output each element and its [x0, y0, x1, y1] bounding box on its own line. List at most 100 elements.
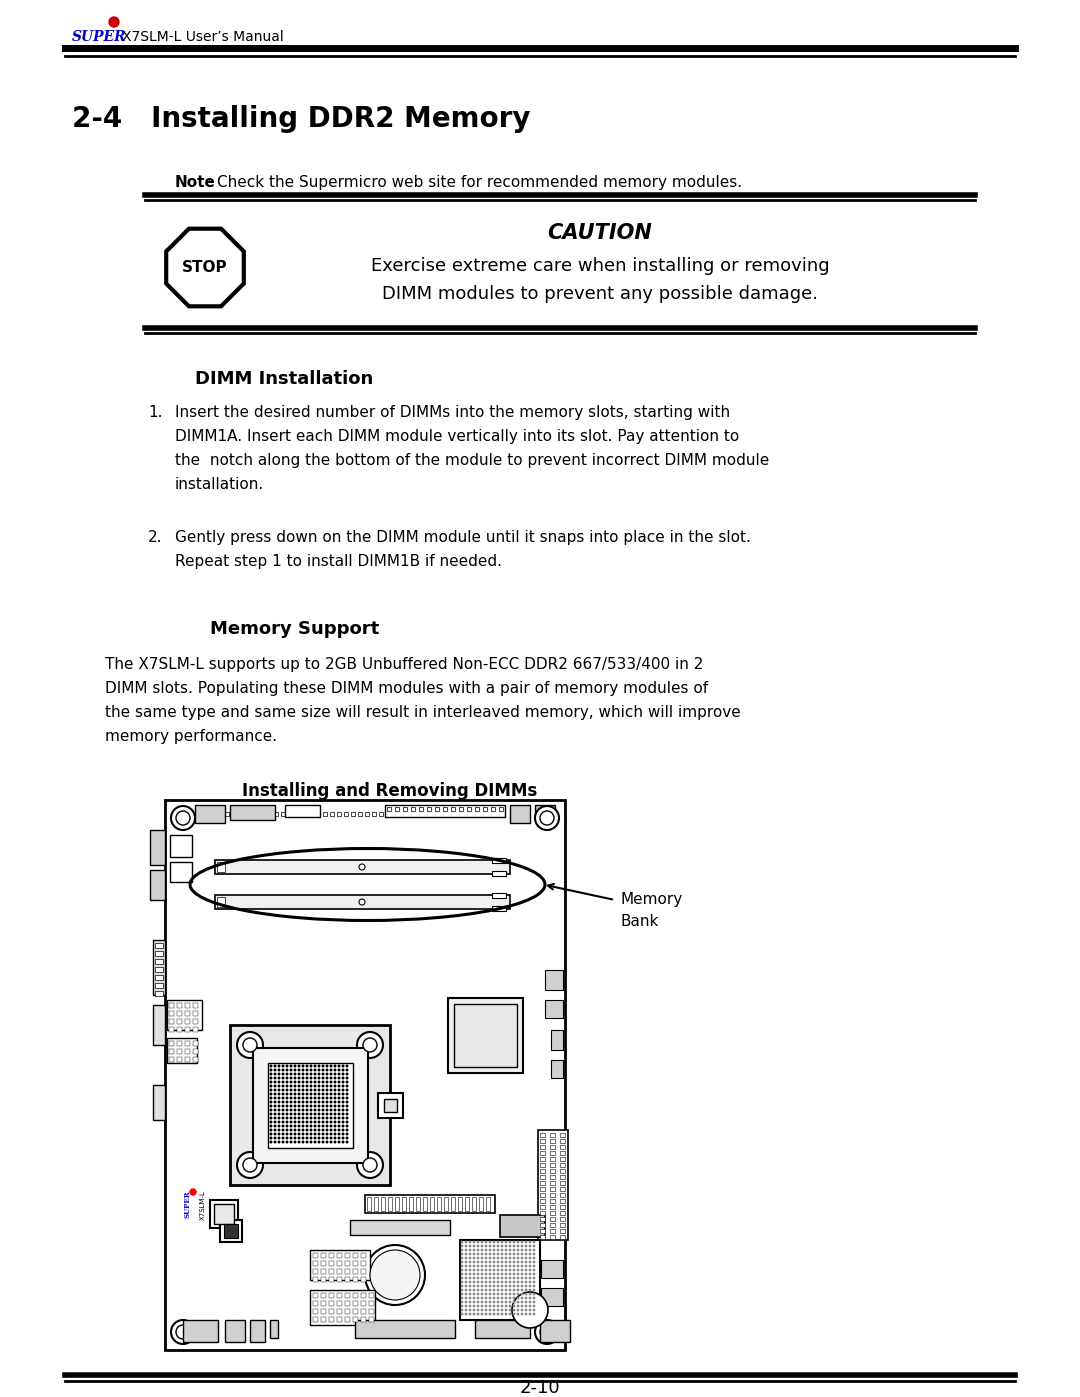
- Circle shape: [310, 1109, 312, 1111]
- Circle shape: [522, 1242, 523, 1243]
- Circle shape: [342, 1105, 343, 1106]
- Bar: [395, 807, 399, 812]
- Bar: [449, 812, 453, 816]
- Circle shape: [497, 1301, 499, 1302]
- Circle shape: [294, 1077, 296, 1078]
- Bar: [465, 1197, 469, 1211]
- Circle shape: [497, 1313, 499, 1315]
- Circle shape: [171, 806, 195, 830]
- Bar: [150, 870, 165, 900]
- Circle shape: [510, 1309, 511, 1310]
- Circle shape: [330, 1113, 332, 1115]
- Circle shape: [334, 1109, 336, 1111]
- Circle shape: [513, 1313, 515, 1315]
- Circle shape: [477, 1285, 478, 1287]
- Bar: [361, 1268, 366, 1274]
- Text: DIMM Installation: DIMM Installation: [195, 370, 374, 388]
- Bar: [550, 1157, 555, 1161]
- Circle shape: [334, 1077, 336, 1078]
- Circle shape: [505, 1294, 507, 1295]
- Circle shape: [517, 1245, 518, 1246]
- Bar: [230, 805, 275, 820]
- Circle shape: [473, 1313, 475, 1315]
- Circle shape: [485, 1242, 487, 1243]
- Circle shape: [465, 1257, 467, 1259]
- Text: SUPER: SUPER: [183, 1190, 191, 1218]
- Bar: [321, 1261, 326, 1266]
- Bar: [409, 1197, 413, 1211]
- Circle shape: [302, 1094, 303, 1095]
- Bar: [500, 1215, 545, 1236]
- Bar: [540, 1229, 545, 1234]
- Circle shape: [302, 1113, 303, 1115]
- Bar: [321, 1277, 326, 1282]
- Circle shape: [294, 1105, 296, 1106]
- Circle shape: [513, 1245, 515, 1246]
- Circle shape: [298, 1141, 300, 1143]
- Circle shape: [510, 1285, 511, 1287]
- Circle shape: [465, 1309, 467, 1310]
- Text: DIMM modules to prevent any possible damage.: DIMM modules to prevent any possible dam…: [382, 285, 818, 303]
- Bar: [460, 1241, 540, 1320]
- Circle shape: [347, 1141, 348, 1143]
- Circle shape: [347, 1073, 348, 1074]
- Bar: [232, 812, 237, 816]
- Circle shape: [319, 1101, 320, 1102]
- Circle shape: [465, 1277, 467, 1278]
- Circle shape: [529, 1298, 530, 1299]
- Circle shape: [282, 1090, 284, 1091]
- Bar: [246, 812, 249, 816]
- Bar: [361, 1309, 366, 1315]
- Bar: [249, 1320, 265, 1343]
- Bar: [430, 1197, 434, 1211]
- Circle shape: [489, 1298, 490, 1299]
- Circle shape: [489, 1281, 490, 1282]
- Circle shape: [338, 1118, 340, 1119]
- Bar: [540, 1157, 545, 1161]
- Bar: [357, 812, 362, 816]
- Bar: [345, 1261, 350, 1266]
- Circle shape: [322, 1085, 324, 1087]
- Circle shape: [505, 1298, 507, 1299]
- Bar: [355, 1320, 455, 1338]
- Circle shape: [282, 1137, 284, 1139]
- Circle shape: [517, 1266, 518, 1267]
- Circle shape: [307, 1105, 308, 1106]
- Circle shape: [322, 1094, 324, 1095]
- Circle shape: [334, 1090, 336, 1091]
- Circle shape: [482, 1289, 483, 1291]
- Bar: [480, 1197, 483, 1211]
- Circle shape: [465, 1261, 467, 1263]
- Circle shape: [522, 1285, 523, 1287]
- Circle shape: [497, 1277, 499, 1278]
- Circle shape: [513, 1301, 515, 1302]
- Bar: [541, 1288, 563, 1306]
- Circle shape: [302, 1081, 303, 1083]
- Circle shape: [501, 1298, 502, 1299]
- Circle shape: [291, 1141, 292, 1143]
- Circle shape: [525, 1298, 527, 1299]
- Bar: [492, 893, 507, 898]
- Circle shape: [294, 1113, 296, 1115]
- Circle shape: [302, 1129, 303, 1130]
- Circle shape: [529, 1294, 530, 1295]
- Bar: [224, 1224, 238, 1238]
- Circle shape: [279, 1094, 280, 1095]
- Circle shape: [473, 1301, 475, 1302]
- Bar: [156, 967, 163, 972]
- Circle shape: [282, 1118, 284, 1119]
- Circle shape: [342, 1129, 343, 1130]
- Bar: [168, 1041, 174, 1046]
- Text: Memory Support: Memory Support: [210, 620, 379, 638]
- Circle shape: [314, 1109, 315, 1111]
- Bar: [551, 1030, 563, 1051]
- Circle shape: [338, 1105, 340, 1106]
- Circle shape: [294, 1118, 296, 1119]
- Bar: [345, 1301, 350, 1306]
- Circle shape: [473, 1273, 475, 1274]
- Circle shape: [513, 1242, 515, 1243]
- Circle shape: [286, 1129, 287, 1130]
- Circle shape: [270, 1125, 272, 1127]
- Circle shape: [510, 1249, 511, 1250]
- Circle shape: [525, 1253, 527, 1255]
